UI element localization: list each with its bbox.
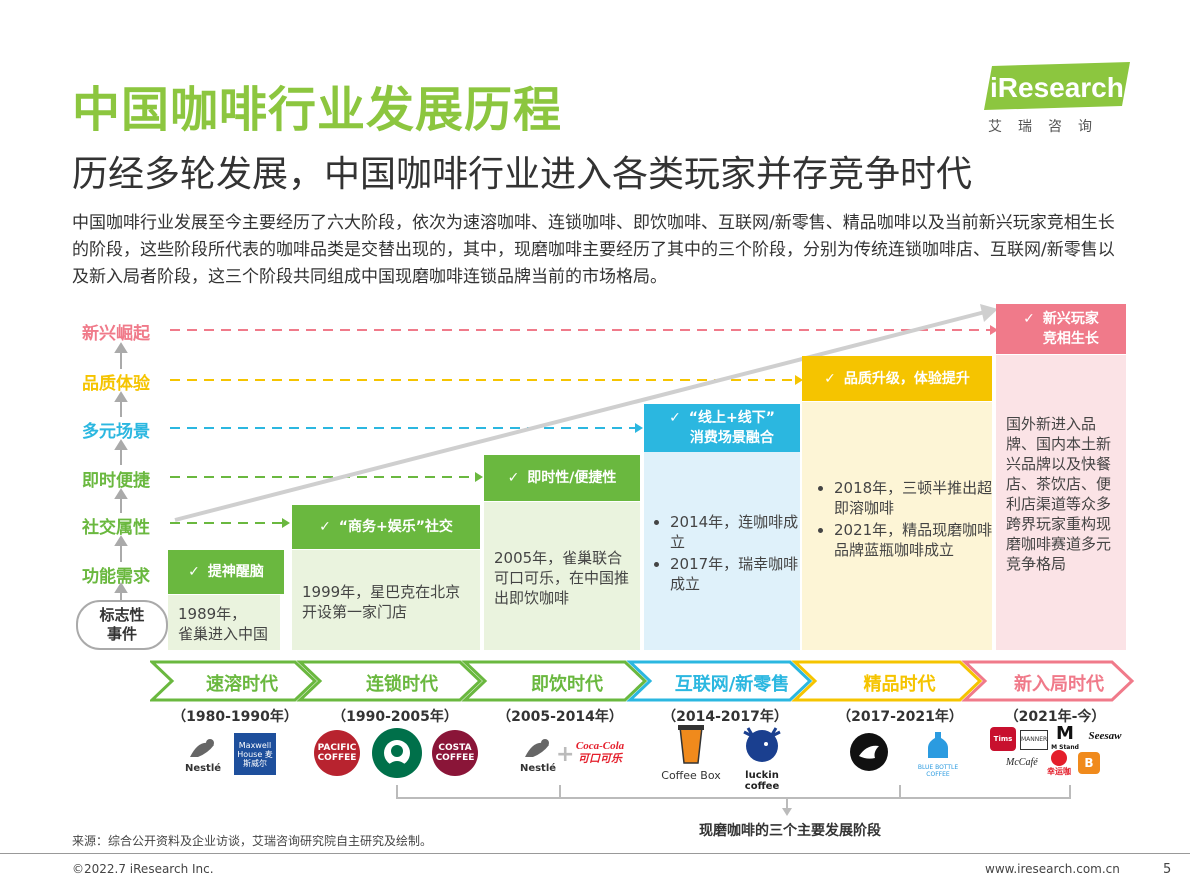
- era-years-5: （2017-2021年）: [837, 709, 963, 725]
- nestle-logo: Nestlé: [180, 735, 226, 775]
- santonban-logo: [850, 733, 888, 771]
- stage-header-4: ✓ “线上+线下” 消费场景融合: [644, 404, 800, 452]
- era-chevrons: [150, 660, 1135, 702]
- footer-divider: [0, 853, 1190, 854]
- starbucks-logo: [372, 728, 422, 778]
- logo-text: iResearch: [990, 72, 1124, 103]
- check-icon: ✓: [188, 564, 200, 580]
- page-subtitle: 历经多轮发展，中国咖啡行业进入各类玩家并存竞争时代: [72, 154, 973, 195]
- check-icon: ✓: [1023, 311, 1035, 327]
- logo-badge: [984, 62, 1130, 110]
- stage-bullet: 2021年，精品现磨咖啡品牌蓝瓶咖啡成立: [834, 520, 994, 560]
- cocacola-logo: Coca-Cola 可口可乐: [575, 740, 625, 765]
- era-label-4: 互联网/新零售: [674, 674, 790, 695]
- level-label-convenience: 即时便捷: [82, 471, 150, 491]
- stage-body-3: 2005年，雀巢联合可口可乐，在中国推出即饮咖啡: [494, 549, 630, 607]
- nestle-logo-2: Nestlé: [515, 735, 561, 775]
- xingyun-logo: 幸运咖: [1044, 750, 1074, 777]
- stage-bullet: 2017年，瑞幸咖啡成立: [670, 554, 808, 594]
- intro-paragraph: 中国咖啡行业发展至今主要经历了六大阶段，依次为速溶咖啡、连锁咖啡、即饮咖啡、互联…: [72, 213, 1115, 287]
- level-label-scenes: 多元场景: [82, 422, 150, 442]
- stage-bullet: 2014年，连咖啡成立: [670, 512, 808, 552]
- stage-header-3: ✓ 即时性/便捷性: [484, 455, 640, 501]
- m-icon: M: [1056, 723, 1074, 744]
- stage-column-5: [802, 402, 992, 650]
- page-title: 中国咖啡行业发展历程: [72, 82, 563, 138]
- blue-bottle-logo: BLUE BOTTLE COFFEE: [915, 730, 961, 778]
- stage-bullet: 2018年，三顿半推出超即溶咖啡: [834, 478, 994, 518]
- website-link[interactable]: www.iresearch.com.cn: [985, 862, 1120, 876]
- luckin-logo: luckin coffee: [732, 722, 792, 792]
- mstand-logo: M M Stand: [1051, 723, 1079, 752]
- tims-logo: Tims: [990, 727, 1016, 751]
- stage-body-1: 1989年， 雀巢进入中国: [178, 605, 269, 643]
- event-label: 标志性 事件: [76, 600, 168, 650]
- era-label-3: 即饮时代: [531, 674, 603, 695]
- check-icon: ✓: [824, 370, 836, 387]
- copyright: ©2022.7 iResearch Inc.: [72, 862, 214, 876]
- era-label-1: 速溶时代: [206, 674, 278, 695]
- plus-icon: +: [556, 742, 575, 767]
- siren-icon: [384, 740, 410, 766]
- check-icon: ✓: [319, 519, 331, 535]
- stage-header-2: ✓ “商务+娱乐”社交: [292, 505, 480, 549]
- pacific-coffee-logo: PACIFIC COFFEE: [314, 730, 360, 776]
- coffee-box-logo: Coffee Box: [660, 725, 722, 782]
- stage-body-6: 国外新进入品牌、国内本土新兴品牌以及快餐店、茶饮店、便利店渠道等众多跨界玩家重构…: [1006, 415, 1112, 573]
- level-label-social: 社交属性: [82, 518, 150, 538]
- era-label-5: 精品时代: [863, 674, 936, 695]
- level-label-emerging: 新兴崛起: [82, 324, 150, 344]
- stage-header-5: ✓ 品质升级，体验提升: [802, 356, 992, 401]
- era-years-1: （1980-1990年）: [172, 709, 298, 725]
- source-note: 来源：综合公开资料及企业访谈，艾瑞咨询研究院自主研究及绘制。: [72, 834, 433, 848]
- stage-header-6: ✓ 新兴玩家 竞相生长: [996, 304, 1126, 354]
- era-label-2: 连锁时代: [366, 674, 438, 695]
- stage-column-2: [292, 550, 480, 650]
- era-years-4: （2014-2017年）: [662, 709, 788, 725]
- bracket-label: 现磨咖啡的三个主要发展阶段: [699, 823, 881, 839]
- era-years-6: （2021年-今）: [1004, 709, 1106, 725]
- manner-logo: MANNER: [1020, 730, 1048, 750]
- logo-subtext: 艾瑞咨询: [988, 119, 1108, 135]
- stage-column-6: [996, 355, 1126, 650]
- bottle-icon: [928, 732, 948, 758]
- check-icon: ✓: [669, 410, 681, 426]
- costa-logo: COSTA COFFEE: [432, 730, 478, 776]
- maxwell-logo: Maxwell House 麦斯威尔: [234, 733, 276, 775]
- stage-column-1: [168, 595, 280, 650]
- stage-header-text-1: 提神醒脑: [207, 564, 264, 580]
- stage-body-2: 1999年，星巴克在北京开设第一家门店: [302, 583, 461, 621]
- stage-header-text-4: “线上+线下” 消费场景融合: [688, 410, 775, 446]
- era-years-2: （1990-2005年）: [332, 709, 458, 725]
- page-number: 5: [1163, 862, 1172, 877]
- bird-icon: [859, 745, 879, 759]
- check-icon: ✓: [507, 470, 520, 486]
- stage-header-text-3: 即时性/便捷性: [527, 470, 617, 486]
- stage-header-text-5: 品质升级，体验提升: [843, 370, 970, 387]
- stage-column-4: [644, 452, 800, 650]
- era-label-6: 新入局时代: [1014, 674, 1104, 695]
- stage-header-text-6: 新兴玩家 竞相生长: [1042, 311, 1099, 347]
- xingyun-icon: [1051, 750, 1067, 766]
- stage-body-5: 2018年，三顿半推出超即溶咖啡 2021年，精品现磨咖啡品牌蓝瓶咖啡成立: [816, 478, 994, 562]
- stage-header-text-2: “商务+娱乐”社交: [338, 519, 453, 535]
- cup-icon: [678, 725, 704, 764]
- level-label-function: 功能需求: [82, 567, 150, 587]
- mccafe-logo: McCafé: [1006, 757, 1038, 768]
- seesaw-logo: Seesaw: [1088, 730, 1122, 742]
- deer-icon: [743, 727, 781, 762]
- bcoffee-logo: B: [1078, 752, 1100, 774]
- stage-body-4: 2014年，连咖啡成立 2017年，瑞幸咖啡成立: [652, 512, 808, 596]
- level-label-quality: 品质体验: [82, 374, 150, 394]
- stage-column-3: [484, 502, 640, 650]
- stage-header-1: ✓ 提神醒脑: [168, 550, 284, 594]
- era-years-3: （2005-2014年）: [497, 709, 623, 725]
